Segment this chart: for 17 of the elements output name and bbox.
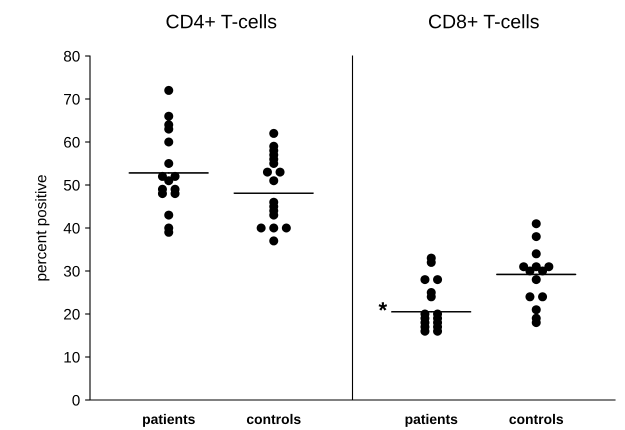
y-tick-label: 70 — [64, 94, 80, 105]
annotation: * — [378, 302, 388, 311]
x-tick-label: controls — [509, 414, 564, 424]
y-tick-label: 40 — [64, 222, 80, 234]
y-tick-label: 60 — [64, 136, 80, 148]
x-tick-label: controls — [246, 414, 301, 424]
y-tick-label: 50 — [64, 180, 80, 191]
y-tick-label: 20 — [64, 308, 80, 320]
chart-title: CD4+ T-cells — [166, 14, 276, 28]
x-tick-label: patients — [143, 414, 195, 427]
y-tick-label: 80 — [64, 50, 80, 62]
y-tick-label: 0 — [72, 394, 80, 406]
y-tick-label: 30 — [64, 266, 80, 277]
y-tick-label: 10 — [64, 352, 80, 363]
chart-title: CD8+ T-cells — [428, 14, 539, 28]
x-tick-label: patients — [406, 414, 458, 427]
y-axis-title: percent positive — [35, 175, 50, 281]
